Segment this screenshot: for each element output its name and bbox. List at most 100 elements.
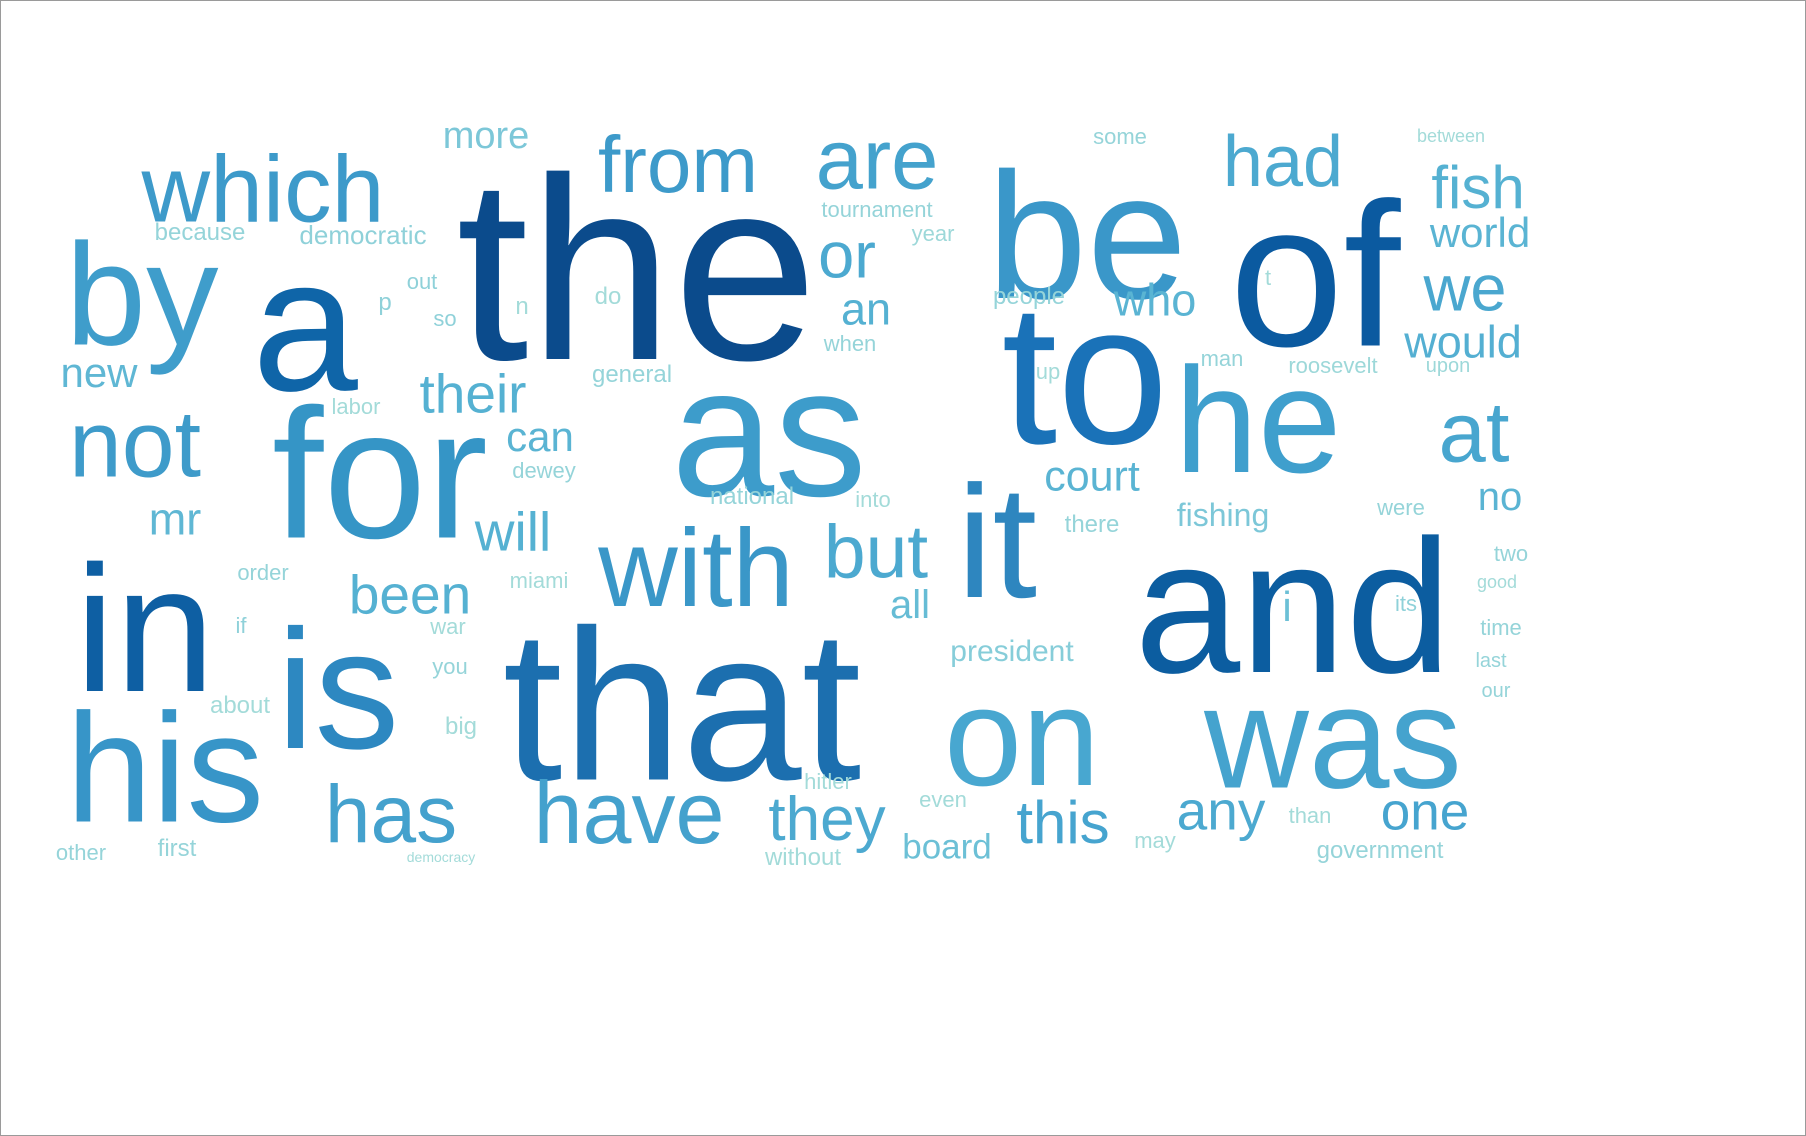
word-time: time: [1480, 615, 1522, 640]
word-would: would: [1404, 316, 1522, 368]
word-about: about: [209, 692, 271, 719]
word-is: is: [276, 595, 400, 785]
word-democracy: democracy: [406, 849, 476, 865]
word-had: had: [1222, 122, 1344, 202]
word-fishing: fishing: [1176, 497, 1270, 533]
word-are: are: [815, 112, 939, 208]
word-democratic: democratic: [299, 220, 427, 250]
word-up: up: [1035, 359, 1061, 384]
word-or: or: [818, 218, 876, 292]
word-without: without: [764, 844, 842, 871]
word-big: big: [444, 713, 478, 740]
word-out: out: [406, 269, 438, 294]
word-n: n: [515, 293, 529, 320]
word-they: they: [768, 785, 886, 854]
word-if: if: [235, 613, 247, 638]
word-even: even: [919, 787, 967, 812]
word-with: with: [598, 507, 794, 630]
word-president: president: [950, 635, 1074, 668]
word-all: all: [889, 583, 931, 627]
word-new: new: [60, 349, 138, 396]
word-tournament: tournament: [821, 197, 933, 222]
word-this: this: [1016, 789, 1110, 856]
word-were: were: [1377, 495, 1425, 520]
word-no: no: [1477, 475, 1523, 519]
word-fish: fish: [1431, 154, 1525, 221]
word-his: his: [65, 681, 265, 855]
word-that: that: [502, 584, 862, 826]
word-cloud: the a be of to as by for in is that and it he his on was…: [5, 5, 1801, 1131]
word-hitler: hitler: [804, 769, 852, 794]
word-we: we: [1423, 251, 1507, 325]
word-who: who: [1113, 274, 1197, 326]
word-upon: upon: [1425, 355, 1471, 377]
word-board: board: [902, 827, 992, 867]
word-their: their: [419, 362, 527, 425]
word-labor: labor: [331, 394, 381, 419]
word-has: has: [324, 769, 458, 860]
word-i: i: [1282, 583, 1292, 630]
word-world: world: [1429, 209, 1531, 256]
word-first: first: [157, 835, 197, 862]
word-not: not: [68, 391, 202, 498]
word-on: on: [944, 658, 1100, 815]
word-to: to: [1001, 263, 1169, 486]
word-there: there: [1064, 511, 1120, 538]
word-been: been: [348, 563, 472, 626]
word-between: between: [1416, 126, 1486, 146]
word-into: into: [855, 487, 891, 512]
word-war: war: [430, 614, 466, 639]
word-from: from: [598, 120, 758, 209]
word-last: last: [1475, 650, 1507, 672]
word-miami: miami: [509, 568, 569, 593]
word-some: some: [1093, 124, 1147, 149]
word-may: may: [1134, 828, 1176, 853]
word-national: national: [709, 483, 795, 510]
word-one: one: [1380, 782, 1470, 842]
word-for: for: [272, 371, 488, 578]
word-year: year: [911, 221, 955, 246]
word-of: of: [1229, 160, 1401, 390]
word-court: court: [1044, 452, 1140, 501]
word-man: man: [1200, 346, 1244, 371]
word-in: in: [74, 529, 216, 730]
word-more: more: [442, 115, 530, 157]
word-than: than: [1288, 803, 1332, 828]
word-people: people: [992, 283, 1066, 310]
word-you: you: [432, 654, 468, 679]
word-will: will: [474, 500, 552, 563]
word-so: so: [433, 306, 457, 331]
word-order: order: [237, 560, 289, 585]
word-its: its: [1395, 591, 1417, 616]
word-government: government: [1316, 837, 1444, 864]
word-have: have: [533, 763, 725, 862]
word-because: because: [154, 219, 246, 246]
word-an: an: [840, 283, 892, 335]
word-a: a: [252, 219, 358, 431]
word-but: but: [823, 509, 929, 594]
word-two: two: [1493, 541, 1529, 566]
word-and: and: [1134, 501, 1452, 713]
word-our: our: [1481, 680, 1511, 702]
word-which: which: [141, 136, 385, 243]
word-t: t: [1264, 265, 1272, 290]
word-was: was: [1204, 656, 1462, 819]
word-do: do: [594, 283, 622, 310]
word-the: the: [456, 125, 818, 415]
word-dewey: dewey: [512, 458, 576, 483]
word-as: as: [671, 329, 867, 536]
word-good: good: [1476, 572, 1518, 592]
word-p: p: [378, 289, 392, 316]
word-any: any: [1176, 779, 1266, 842]
word-by: by: [65, 213, 219, 376]
word-be: be: [986, 136, 1188, 337]
word-general: general: [591, 361, 673, 388]
word-he: he: [1174, 336, 1342, 504]
word-at: at: [1438, 385, 1510, 481]
word-when: when: [823, 331, 877, 356]
word-can: can: [506, 413, 574, 460]
word-it: it: [957, 452, 1037, 631]
word-other: other: [55, 840, 107, 865]
word-mr: mr: [148, 493, 202, 545]
